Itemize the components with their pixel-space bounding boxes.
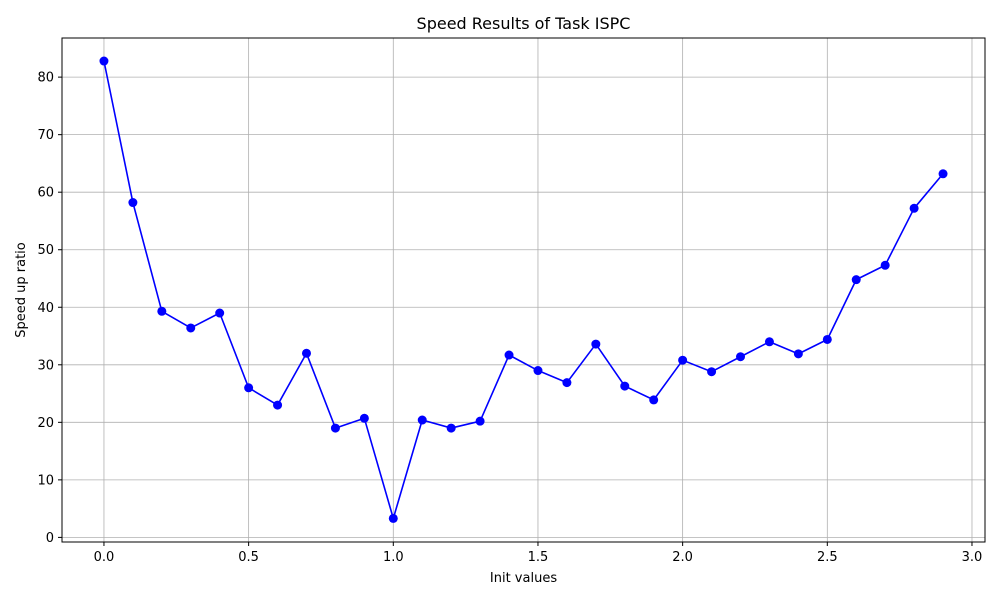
data-point — [99, 56, 109, 66]
data-point — [591, 339, 601, 349]
data-point — [330, 423, 340, 433]
data-point — [562, 378, 572, 388]
y-tick-label: 60 — [37, 186, 54, 201]
axis-ticks: 0.0 0.5 1.0 1.5 2.0 2.5 3.0 0 10 20 30 40 50 60 70 80 — [37, 71, 982, 565]
data-point — [215, 308, 225, 318]
data-point — [880, 260, 890, 270]
y-tick-label: 10 — [37, 473, 54, 488]
y-tick-label: 80 — [37, 71, 54, 86]
x-axis-label: Init values — [490, 571, 557, 586]
data-point — [504, 350, 514, 360]
data-point — [822, 334, 832, 344]
y-axis-label: Speed up ratio — [14, 242, 29, 338]
y-tick-label: 40 — [37, 301, 54, 316]
data-point — [388, 513, 398, 523]
y-tick-label: 50 — [37, 243, 54, 258]
data-point — [909, 203, 919, 213]
data-point — [475, 416, 485, 426]
data-point — [186, 323, 196, 333]
data-point — [851, 275, 861, 285]
series-line — [103, 60, 944, 520]
y-tick-label: 0 — [46, 531, 54, 546]
data-point — [128, 198, 138, 208]
x-tick-label: 2.5 — [817, 550, 838, 565]
data-point — [649, 395, 659, 405]
x-tick-label: 1.5 — [528, 550, 549, 565]
grid — [62, 38, 985, 542]
chart-title: Speed Results of Task ISPC — [417, 14, 631, 33]
data-point — [793, 349, 803, 359]
x-tick-label: 2.0 — [672, 550, 693, 565]
y-tick-label: 70 — [37, 128, 54, 143]
x-tick-label: 1.0 — [383, 550, 404, 565]
y-tick-label: 20 — [37, 416, 54, 431]
data-point — [244, 383, 254, 393]
data-point — [764, 337, 774, 347]
x-tick-label: 3.0 — [962, 550, 983, 565]
data-point — [620, 381, 630, 391]
x-tick-label: 0.0 — [94, 550, 115, 565]
data-point — [301, 348, 311, 358]
data-point — [678, 355, 688, 365]
data-point — [533, 366, 543, 376]
data-point — [359, 413, 369, 423]
data-point — [157, 306, 167, 316]
plot-frame — [61, 37, 986, 543]
data-point — [417, 415, 427, 425]
y-tick-label: 30 — [37, 358, 54, 373]
data-series — [99, 56, 948, 523]
x-tick-label: 0.5 — [238, 550, 259, 565]
data-point — [707, 367, 717, 377]
data-point — [736, 352, 746, 362]
data-point — [446, 423, 456, 433]
data-point — [273, 400, 283, 410]
data-point — [938, 169, 948, 179]
